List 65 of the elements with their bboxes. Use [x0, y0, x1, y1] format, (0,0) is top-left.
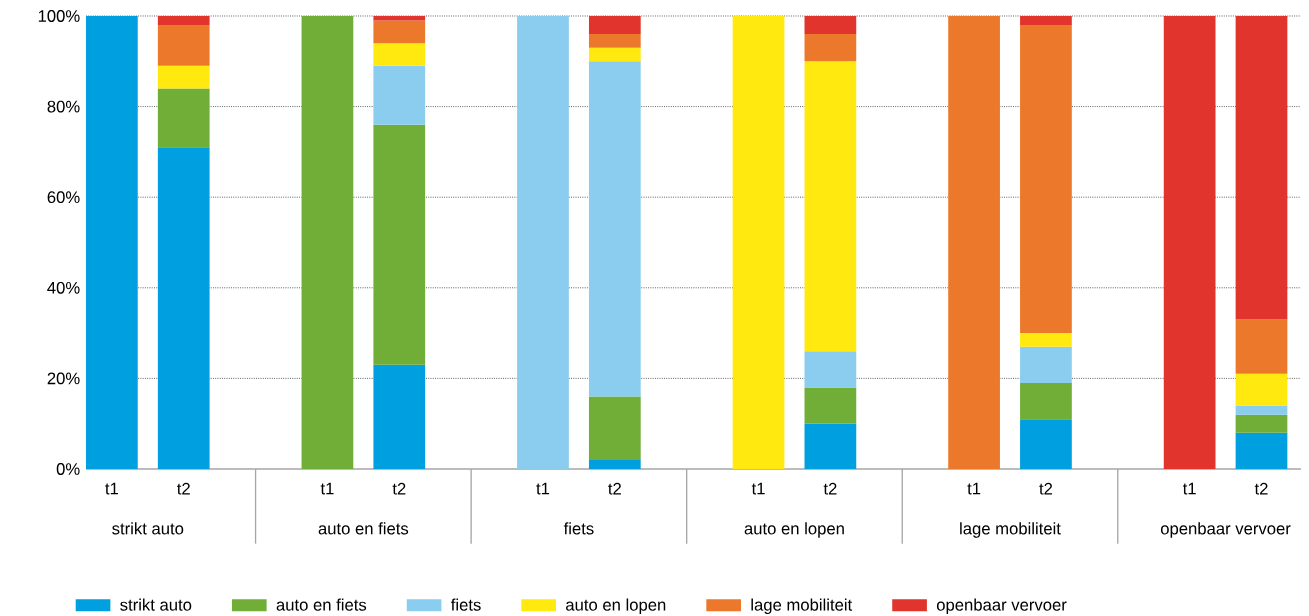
bar	[373, 15, 426, 21]
x-tick-label: t2	[823, 482, 837, 495]
bar	[588, 47, 641, 62]
y-tick-label: 20%	[47, 372, 80, 385]
bar	[588, 459, 641, 469]
bar	[1235, 319, 1288, 374]
legend-label: auto en lopen	[566, 598, 666, 615]
text: auto en fiets	[318, 522, 409, 535]
y-tick-label: 80%	[47, 100, 80, 113]
bar	[157, 147, 210, 469]
bar	[157, 88, 210, 148]
bar	[804, 423, 857, 469]
x-tick-label: t1	[1182, 482, 1196, 495]
bar	[1235, 414, 1288, 433]
legend-label: strikt auto	[120, 598, 192, 611]
bar	[804, 351, 857, 388]
bar	[588, 396, 641, 460]
bar	[373, 124, 426, 365]
bar	[804, 34, 857, 62]
legend-label: lage mobiliteit	[751, 598, 853, 615]
bar	[1020, 333, 1072, 347]
y-tick-label: 0%	[56, 463, 80, 475]
bar	[157, 15, 210, 26]
text: strikt auto	[112, 522, 184, 535]
legend-label: openbaar vervoer	[936, 598, 1067, 615]
x-tick-label: t1	[967, 482, 981, 495]
text: fiets	[563, 522, 594, 535]
bar	[157, 65, 210, 89]
x-tick-label: t1	[536, 482, 550, 495]
bar	[373, 364, 426, 469]
y-tick-label: 60%	[47, 191, 80, 204]
x-tick-label: t2	[608, 482, 621, 495]
bar	[157, 25, 210, 66]
x-tick-label: t2	[1254, 482, 1268, 495]
bar	[373, 65, 426, 125]
bar	[1020, 346, 1072, 383]
text: auto en lopen	[744, 522, 844, 538]
bar	[804, 15, 857, 35]
bar	[373, 43, 426, 66]
bar	[1020, 25, 1072, 334]
bar	[588, 61, 641, 397]
y-tick-label: 40%	[47, 281, 80, 294]
bar	[1235, 15, 1288, 320]
x-tick-label: t1	[320, 482, 334, 495]
legend-label: auto en fiets	[276, 598, 367, 611]
bar	[1235, 432, 1288, 469]
text: openbaar vervoer	[1160, 522, 1291, 538]
bar	[373, 20, 426, 44]
bar	[1235, 405, 1288, 415]
bar	[1020, 15, 1072, 26]
x-tick-label: t1	[751, 482, 765, 495]
bar	[588, 15, 641, 35]
bar	[1020, 419, 1072, 469]
text: lage mobiliteit	[960, 522, 1061, 538]
bar	[804, 61, 857, 352]
bar	[588, 34, 641, 48]
x-tick-label: t2	[392, 482, 406, 495]
legend-label: fiets	[450, 598, 481, 611]
bar	[1020, 382, 1072, 420]
x-tick-label: t1	[105, 482, 119, 495]
y-tick-label: 100%	[38, 10, 80, 22]
bar	[1235, 373, 1288, 406]
x-tick-label: t2	[1039, 482, 1053, 495]
bar	[804, 387, 857, 424]
x-tick-label: t2	[177, 482, 190, 495]
